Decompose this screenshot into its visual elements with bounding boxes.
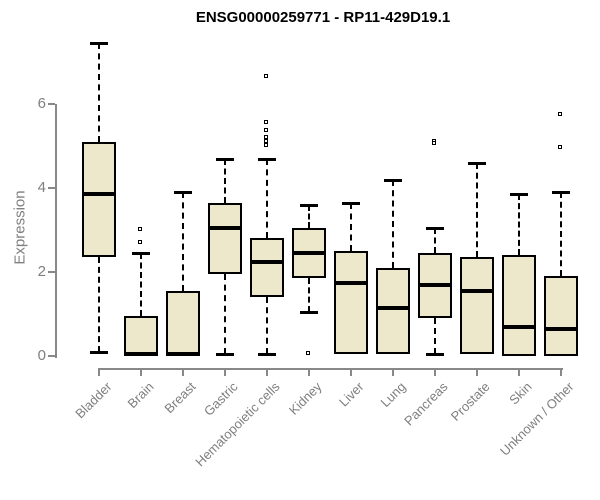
box-liver: [334, 251, 368, 354]
whisker-high-cap-hematopoietic-cells: [258, 157, 276, 161]
outlier-hematopoietic-cells: [264, 138, 268, 143]
whisker-high-cap-breast: [174, 191, 192, 195]
x-axis-tick: [560, 368, 562, 376]
whisker-high-cap-prostate: [468, 161, 486, 165]
whisker-high-breast: [182, 192, 184, 291]
outlier-unknown-other: [558, 145, 562, 150]
whisker-low-cap-bladder: [90, 350, 108, 354]
whisker-low-cap-kidney: [300, 310, 318, 314]
x-axis-tick: [434, 368, 436, 376]
outlier-unknown-other: [558, 111, 562, 116]
whisker-high-hematopoietic-cells: [266, 158, 268, 239]
y-axis-tick: [48, 355, 55, 357]
box-unknown-other: [544, 276, 578, 356]
whisker-high-brain: [140, 253, 142, 317]
whisker-high-kidney: [308, 204, 310, 228]
median-brain: [126, 351, 156, 356]
x-axis-tick: [392, 368, 394, 376]
whisker-high-prostate: [476, 162, 478, 258]
outlier-hematopoietic-cells: [264, 134, 268, 139]
outlier-kidney: [306, 350, 310, 355]
whisker-high-gastric: [224, 158, 226, 203]
median-prostate: [462, 288, 492, 293]
y-tick-label: 4: [37, 179, 46, 196]
outlier-pancreas: [432, 140, 436, 145]
x-axis-tick: [98, 368, 100, 376]
x-axis-line: [99, 368, 563, 370]
x-axis-tick: [476, 368, 478, 376]
y-axis-label: Expression: [11, 190, 29, 265]
median-breast: [168, 351, 198, 356]
y-axis-line: [55, 104, 57, 358]
median-pancreas: [420, 282, 450, 287]
box-gastric: [208, 202, 242, 275]
x-axis-tick: [518, 368, 520, 376]
x-axis-tick: [350, 368, 352, 376]
whisker-low-pancreas: [434, 318, 436, 354]
outlier-hematopoietic-cells: [264, 128, 268, 133]
median-gastric: [210, 225, 240, 230]
box-prostate: [460, 257, 494, 354]
whisker-high-cap-liver: [342, 201, 360, 205]
whisker-high-cap-kidney: [300, 203, 318, 207]
whisker-high-cap-lung: [384, 178, 402, 182]
whisker-low-cap-gastric: [216, 352, 234, 356]
whisker-low-gastric: [224, 274, 226, 354]
median-lung: [378, 305, 408, 310]
whisker-high-skin: [518, 194, 520, 256]
outlier-brain: [138, 227, 142, 231]
x-axis-tick: [266, 368, 268, 376]
whisker-high-cap-brain: [132, 252, 150, 256]
y-tick-label: 6: [37, 95, 46, 112]
median-unknown-other: [546, 326, 576, 331]
box-lung: [376, 267, 410, 354]
median-bladder: [84, 192, 114, 197]
x-axis-tick: [308, 368, 310, 376]
y-axis-tick: [48, 103, 55, 105]
median-skin: [504, 324, 534, 329]
whisker-high-cap-gastric: [216, 157, 234, 161]
outlier-hematopoietic-cells: [264, 119, 268, 124]
box-bladder: [82, 141, 116, 258]
chart-title: ENSG00000259771 - RP11-429D19.1: [195, 9, 451, 26]
whisker-high-bladder: [98, 43, 100, 142]
whisker-high-cap-skin: [510, 193, 528, 197]
whisker-high-cap-bladder: [90, 42, 108, 46]
y-axis-tick: [48, 187, 55, 189]
box-brain: [124, 316, 158, 356]
whisker-low-hematopoietic-cells: [266, 297, 268, 354]
median-liver: [336, 280, 366, 285]
whisker-low-cap-pancreas: [426, 352, 444, 356]
y-tick-label: 2: [37, 263, 46, 280]
x-axis-tick: [140, 368, 142, 376]
whisker-low-cap-hematopoietic-cells: [258, 352, 276, 356]
box-hematopoietic-cells: [250, 238, 284, 298]
whisker-high-pancreas: [434, 227, 436, 254]
outlier-hematopoietic-cells: [264, 143, 268, 147]
y-axis-tick: [48, 271, 55, 273]
whisker-high-unknown-other: [560, 192, 562, 277]
whisker-low-bladder: [98, 257, 100, 352]
median-kidney: [294, 251, 324, 256]
box-breast: [166, 290, 200, 356]
median-hematopoietic-cells: [252, 259, 282, 264]
outlier-brain: [138, 239, 142, 244]
x-axis-tick: [182, 368, 184, 376]
whisker-high-cap-pancreas: [426, 226, 444, 230]
whisker-low-kidney: [308, 278, 310, 312]
y-tick-label: 0: [37, 347, 46, 364]
whisker-high-cap-unknown-other: [552, 191, 570, 195]
whisker-high-lung: [392, 179, 394, 268]
whisker-high-liver: [350, 202, 352, 251]
x-axis-tick: [224, 368, 226, 376]
outlier-hematopoietic-cells: [264, 73, 268, 78]
box-skin: [502, 255, 536, 356]
